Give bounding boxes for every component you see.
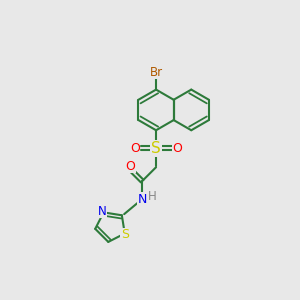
Text: O: O — [125, 160, 135, 173]
Text: H: H — [148, 190, 157, 203]
Text: N: N — [137, 193, 147, 206]
Text: Br: Br — [149, 66, 163, 79]
Text: S: S — [151, 141, 161, 156]
Text: S: S — [121, 228, 129, 241]
Text: O: O — [172, 142, 182, 155]
Text: O: O — [130, 142, 140, 155]
Text: N: N — [98, 205, 107, 218]
